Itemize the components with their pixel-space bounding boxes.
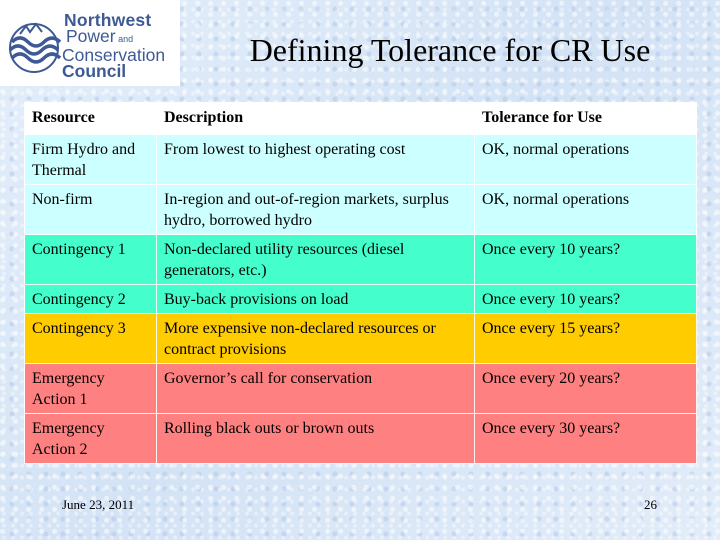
table-row: Contingency 2 Buy-back provisions on loa… [24,284,697,314]
cell-description: Rolling black outs or brown outs [156,413,475,464]
footer-date: June 23, 2011 [62,497,135,512]
logo-line-2-main: Power [66,26,116,46]
logo-line-3: Conservation [62,45,166,65]
cell-resource: Firm Hydro and Thermal [24,134,157,185]
cell-resource: Contingency 3 [24,313,157,364]
cell-description: In-region and out-of-region markets, sur… [156,184,475,235]
slide-title: Defining Tolerance for CR Use [249,32,651,68]
page-number: 26 [644,497,657,512]
cell-tolerance: OK, normal operations [474,184,697,235]
table-row: Contingency 3 More expensive non-declare… [24,313,697,364]
cell-resource: Contingency 2 [24,284,157,314]
logo-text: Northwest Power and Conservation Council [62,10,178,81]
cell-tolerance: Once every 15 years? [474,313,697,364]
logo: Northwest Power and Conservation Council [0,0,180,86]
tolerance-table: Resource Description Tolerance for Use F… [24,102,697,464]
table-row: Non-firm In-region and out-of-region mar… [24,184,697,235]
cell-description: Buy-back provisions on load [156,284,475,314]
cell-description: More expensive non-declared resources or… [156,313,475,364]
cell-description: From lowest to highest operating cost [156,134,475,185]
header-resource: Resource [24,102,157,135]
cell-description: Governor’s call for conservation [156,363,475,414]
table-row: Emergency Action 2 Rolling black outs or… [24,413,697,464]
header-description: Description [156,102,475,135]
logo-line-4: Council [62,61,127,81]
cell-tolerance: Once every 20 years? [474,363,697,414]
cell-tolerance: Once every 10 years? [474,234,697,285]
cell-resource: Emergency Action 1 [24,363,157,414]
cell-resource: Non-firm [24,184,157,235]
cell-resource: Contingency 1 [24,234,157,285]
council-emblem-icon [8,22,62,73]
logo-line-2: Power and [62,26,178,47]
table-header-row: Resource Description Tolerance for Use [24,102,697,135]
logo-line-1: Northwest [64,10,152,30]
cell-description: Non-declared utility resources (diesel g… [156,234,475,285]
table-row: Firm Hydro and Thermal From lowest to hi… [24,134,697,185]
cell-resource: Emergency Action 2 [24,413,157,464]
logo-line-2-small: and [115,34,134,44]
cell-tolerance: Once every 10 years? [474,284,697,314]
cell-tolerance: OK, normal operations [474,134,697,185]
cell-tolerance: Once every 30 years? [474,413,697,464]
header-tolerance: Tolerance for Use [474,102,697,135]
table-row: Emergency Action 1 Governor’s call for c… [24,363,697,414]
table-row: Contingency 1 Non-declared utility resou… [24,234,697,285]
